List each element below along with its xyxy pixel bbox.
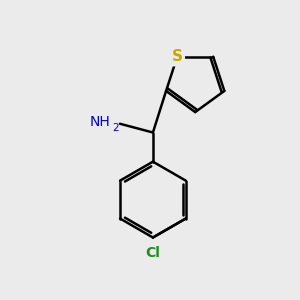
Text: S: S <box>172 49 183 64</box>
Text: NH: NH <box>90 115 111 129</box>
Text: Cl: Cl <box>146 246 160 260</box>
Text: 2: 2 <box>112 122 119 133</box>
